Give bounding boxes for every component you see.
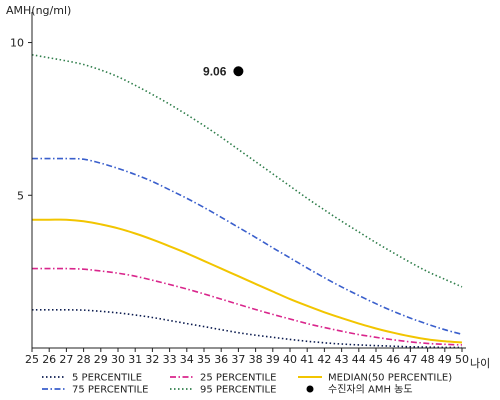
x-tick-label: 40 [283, 353, 297, 366]
patient-amh-value-label: 9.06 [203, 64, 227, 78]
legend-label: 5 PERCENTILE [72, 373, 142, 384]
x-tick-label: 43 [335, 353, 349, 366]
x-tick-label: 47 [403, 353, 417, 366]
x-tick-label: 41 [300, 353, 314, 366]
x-tick-label: 27 [59, 353, 73, 366]
x-tick-label: 42 [317, 353, 331, 366]
y-tick-label: 5 [17, 189, 24, 202]
x-tick-label: 49 [438, 353, 452, 366]
series-line-25-percentile [32, 267, 463, 346]
y-tick-label: 10 [10, 37, 24, 50]
x-tick-label: 46 [386, 353, 400, 366]
x-tick-label: 48 [421, 353, 435, 366]
series-line-95-percentile [31, 54, 463, 288]
x-tick-label: 35 [197, 353, 211, 366]
x-tick-label: 39 [266, 353, 280, 366]
plot-lines [31, 54, 463, 349]
x-tick-label: 34 [180, 353, 194, 366]
x-tick-label: 45 [369, 353, 383, 366]
patient-marker: 9.06 [203, 64, 244, 78]
x-tick-label: 28 [77, 353, 91, 366]
legend-label-marker: 수진자의 AMH 농도 [328, 384, 413, 396]
x-tick-label: 29 [94, 353, 108, 366]
x-tick-label: 32 [145, 353, 159, 366]
patient-amh-point [233, 66, 244, 77]
x-axis-title: 나이 [470, 357, 490, 370]
legend-label: 75 PERCENTILE [72, 385, 148, 396]
x-tick-label: 37 [231, 353, 245, 366]
x-tick-label: 38 [249, 353, 263, 366]
y-axis-title: AMH(ng/ml) [6, 4, 71, 17]
x-tick-label: 31 [128, 353, 142, 366]
legend-label: 25 PERCENTILE [200, 373, 276, 384]
legend-label: MEDIAN(50 PERCENTILE) [328, 373, 452, 384]
series-line-5-percentile [32, 308, 462, 349]
series-line-median-50-percentile [32, 218, 463, 344]
x-tick-label: 25 [25, 353, 39, 366]
x-tick-label: 50 [455, 353, 469, 366]
x-tick-label: 44 [352, 353, 366, 366]
x-ticks: 25 26 27 28 29 30 31 32 33 34 35 36 37 38 39 40 41 42 43 44… [25, 348, 469, 366]
legend-label: 95 PERCENTILE [200, 385, 276, 396]
x-tick-label: 36 [214, 353, 228, 366]
legend-swatch-marker [306, 385, 314, 393]
x-tick-label: 33 [163, 353, 177, 366]
axes: AMH(ng/ml) 나이 [6, 4, 490, 370]
series-line-75-percentile [32, 157, 463, 336]
y-ticks: 5 10 [10, 37, 32, 202]
x-tick-label: 30 [111, 353, 125, 366]
x-tick-label: 26 [42, 353, 56, 366]
